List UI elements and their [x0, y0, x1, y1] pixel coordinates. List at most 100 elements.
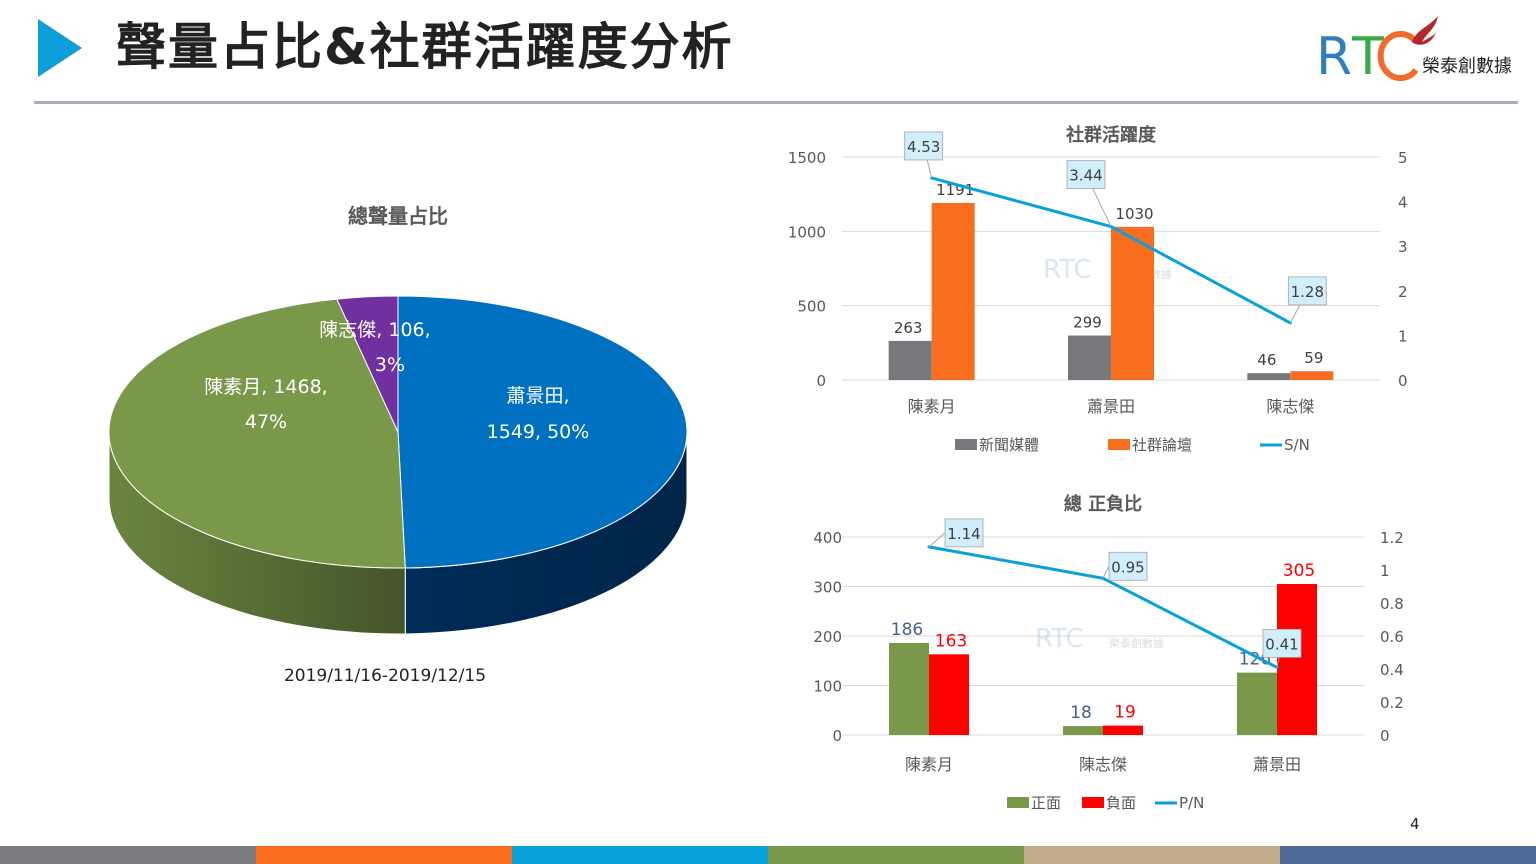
bar: [931, 202, 975, 380]
pie-slice: [336, 295, 399, 433]
bar: [888, 340, 932, 380]
legend-label: 社群論壇: [1132, 436, 1192, 454]
y-tick-label: 400: [813, 529, 842, 547]
bar-data-label: 305: [1283, 561, 1315, 581]
bar-chart-social-activity: 社群活躍度050010001500012345RTC榮泰創數據2631191陳素…: [788, 124, 1408, 454]
x-category-label: 蕭景田: [1087, 397, 1135, 416]
legend-swatch: [1108, 439, 1130, 450]
logo-text: 榮泰創數據: [1422, 56, 1512, 77]
legend-label: S/N: [1284, 436, 1310, 454]
pie-data-label: 3%: [375, 354, 405, 376]
line-data-label: 1.14: [947, 525, 980, 543]
x-category-label: 陳素月: [905, 755, 953, 774]
line-data-label: 0.95: [1111, 558, 1144, 576]
line-data-label: 4.53: [907, 138, 940, 156]
footer-color-bar: [0, 846, 1536, 864]
bar: [1103, 725, 1143, 735]
bar: [1111, 226, 1154, 380]
watermark-text: RTC: [1043, 255, 1092, 285]
y2-tick-label: 1: [1380, 562, 1390, 580]
bar-data-label: 18: [1070, 703, 1092, 723]
legend-label: 負面: [1106, 794, 1136, 812]
line-series: [928, 545, 1278, 669]
pie-date-range: 2019/11/16-2019/12/15: [284, 666, 486, 686]
legend-label: 新聞媒體: [979, 436, 1039, 454]
watermark-text: RTC: [1035, 624, 1084, 654]
line-point: [930, 176, 934, 180]
bar: [1290, 371, 1334, 380]
x-category-label: 蕭景田: [1253, 755, 1301, 774]
y2-tick-label: 3: [1398, 238, 1408, 256]
legend-swatch: [1082, 797, 1104, 808]
y-tick-label: 200: [813, 628, 842, 646]
bar: [929, 654, 969, 735]
y2-tick-label: 0.6: [1380, 628, 1404, 646]
y-tick-label: 500: [797, 298, 826, 316]
y2-tick-label: 0.4: [1380, 661, 1404, 679]
bar: [1237, 672, 1277, 735]
pie-data-label: 陳素月, 1468,: [204, 376, 327, 398]
title-arrow-icon: [38, 19, 82, 77]
footer-segment: [1024, 846, 1280, 864]
watermark-text: 榮泰創數據: [1109, 636, 1164, 650]
bar: [1068, 335, 1111, 380]
bar: [889, 642, 929, 735]
legend-label: P/N: [1179, 794, 1204, 812]
footer-segment: [1280, 846, 1536, 864]
line-callout-box: [1287, 276, 1327, 306]
pie-data-label: 47%: [245, 411, 287, 433]
pie-slice: [108, 298, 406, 569]
rtc-logo: R T: [1316, 16, 1438, 82]
bar-data-label: 163: [935, 631, 967, 651]
y-tick-label: 300: [813, 579, 842, 597]
y2-tick-label: 0: [1398, 372, 1408, 390]
pie-chart-total-volume: 總聲量占比 蕭景田, 1549, 50% 陳素月, 1468, 47% 陳志傑, 106…: [108, 204, 688, 686]
callout-leader: [1102, 566, 1110, 579]
y2-tick-label: 0.2: [1380, 694, 1404, 712]
legend-label: 正面: [1031, 794, 1061, 812]
page-number: 4: [1410, 815, 1420, 833]
callout-leader: [928, 532, 946, 548]
chart-title: 社群活躍度: [1066, 124, 1157, 146]
y-tick-label: 100: [813, 678, 842, 696]
legend-swatch: [955, 439, 977, 450]
y2-tick-label: 2: [1398, 283, 1408, 301]
line-callout-box: [904, 131, 944, 161]
y-tick-label: 1500: [788, 149, 826, 167]
bar-data-label: 19: [1114, 703, 1136, 723]
y2-tick-label: 0: [1380, 727, 1390, 745]
footer-segment: [0, 846, 256, 864]
logo-c-arc: [1377, 31, 1419, 81]
logo-letter-r: R: [1316, 27, 1352, 82]
bar-data-label: 46: [1257, 351, 1276, 369]
footer-segment: [768, 846, 1024, 864]
bar: [1247, 373, 1291, 380]
bar-data-label: 263: [894, 319, 923, 337]
pie-data-label: 1549, 50%: [487, 421, 590, 443]
line-data-label: 1.28: [1291, 283, 1324, 301]
header-divider: [34, 101, 1518, 104]
footer-segment: [256, 846, 512, 864]
pie-data-label: 蕭景田,: [506, 385, 569, 407]
bar-data-label: 186: [891, 620, 923, 640]
y-tick-label: 1000: [788, 223, 826, 241]
line-data-label: 0.41: [1265, 635, 1298, 653]
footer-segment: [512, 846, 768, 864]
chart-title: 總 正負比: [1064, 493, 1142, 515]
watermark-logo: RTC 榮泰創數據: [1035, 624, 1164, 654]
y2-tick-label: 5: [1398, 149, 1408, 167]
line-callout-box: [1108, 551, 1148, 581]
bar: [1277, 584, 1317, 735]
line-data-label: 3.44: [1069, 167, 1102, 185]
pie-title: 總聲量占比: [348, 204, 448, 228]
y2-tick-label: 0.8: [1380, 595, 1404, 613]
bar-data-label: 59: [1304, 349, 1323, 367]
x-category-label: 陳志傑: [1266, 397, 1314, 416]
bar-data-label: 1030: [1115, 205, 1153, 223]
line-callout-box: [1262, 628, 1302, 658]
pie-data-label: 陳志傑, 106,: [319, 319, 430, 341]
logo-flame-icon: [1412, 16, 1438, 45]
pie-slice: [397, 295, 688, 569]
bar: [1063, 726, 1103, 735]
line-callout-box: [1066, 160, 1106, 189]
